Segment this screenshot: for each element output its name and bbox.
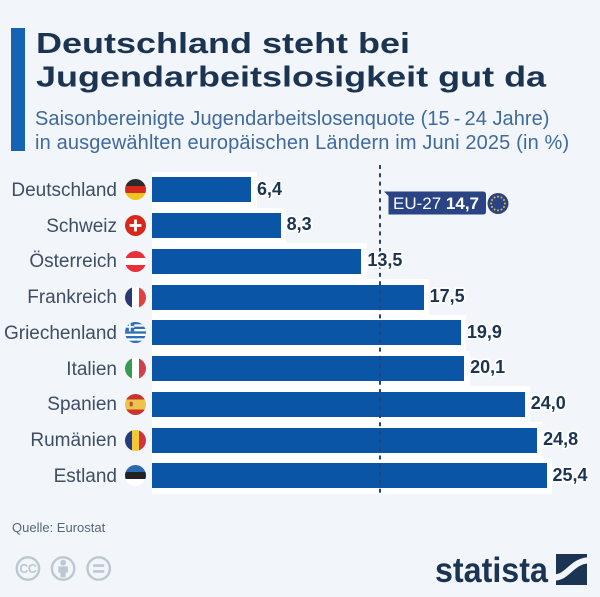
svg-text:CC: CC <box>19 562 37 576</box>
